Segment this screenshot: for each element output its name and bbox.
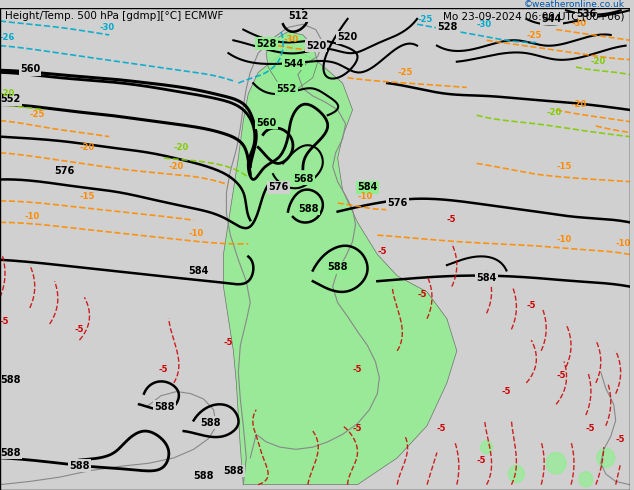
Text: -10: -10 [25,212,40,221]
Text: 588: 588 [298,204,318,214]
Text: -25: -25 [398,68,413,76]
Text: -5: -5 [353,365,362,374]
Text: 544: 544 [283,59,303,69]
Text: 576: 576 [268,182,288,192]
Text: 512: 512 [288,11,308,21]
Text: -30: -30 [283,35,298,45]
Text: -25: -25 [417,15,432,24]
Text: 552: 552 [276,84,296,94]
Text: -15: -15 [79,192,95,201]
Text: 520: 520 [338,32,358,42]
Text: -5: -5 [223,339,233,347]
Text: -5: -5 [417,290,427,299]
Text: 576: 576 [55,166,75,176]
Text: 584: 584 [477,273,497,283]
Text: -5: -5 [477,456,486,465]
Circle shape [508,466,524,483]
Circle shape [597,448,615,467]
Text: 588: 588 [223,466,244,476]
Text: -20: -20 [79,143,94,151]
Text: -20: -20 [546,108,562,117]
Text: -5: -5 [0,317,10,326]
Text: -5: -5 [501,387,511,395]
Polygon shape [266,32,318,89]
Text: 528: 528 [256,39,276,49]
Text: 588: 588 [154,402,174,412]
Text: 568: 568 [293,173,313,184]
Text: 588: 588 [0,448,20,458]
Text: 588: 588 [193,471,214,481]
Text: 584: 584 [189,266,209,276]
Text: 552: 552 [0,95,20,104]
Text: -30: -30 [100,23,114,31]
Text: -20: -20 [0,89,15,98]
Text: -5: -5 [377,247,387,256]
Text: -5: -5 [526,301,536,310]
Text: 588: 588 [70,461,90,470]
Text: -5: -5 [447,215,456,224]
Text: -5: -5 [353,424,362,433]
Text: -5: -5 [616,435,625,444]
Circle shape [546,453,566,474]
Text: -25: -25 [30,110,45,120]
Text: -25: -25 [526,31,541,40]
Circle shape [579,472,593,487]
Text: -5: -5 [556,370,566,380]
Text: 576: 576 [387,198,408,208]
Text: -15: -15 [556,162,571,171]
Polygon shape [223,51,457,485]
Text: 544: 544 [541,14,562,24]
Text: 588: 588 [200,418,221,428]
Text: -5: -5 [586,424,595,433]
Text: -20: -20 [169,162,184,171]
Text: -10: -10 [189,229,204,238]
Text: 520: 520 [306,41,326,51]
Text: 584: 584 [358,182,378,192]
Text: Height/Temp. 500 hPa [gdmp][°C] ECMWF: Height/Temp. 500 hPa [gdmp][°C] ECMWF [5,11,223,21]
Text: -20: -20 [571,99,586,109]
Text: -10: -10 [556,235,571,244]
Text: 560: 560 [256,118,276,128]
Text: 588: 588 [328,263,348,272]
Text: 536: 536 [576,9,596,19]
Text: 588: 588 [0,375,20,385]
Text: 560: 560 [20,64,40,74]
Text: -30: -30 [477,21,492,29]
Text: -20: -20 [591,57,606,66]
Text: -30: -30 [571,20,586,28]
Text: -5: -5 [437,424,446,433]
Text: -20: -20 [174,143,189,151]
Text: ©weatheronline.co.uk: ©weatheronline.co.uk [524,0,624,9]
Text: -5: -5 [159,365,169,374]
Text: -10: -10 [358,192,373,201]
Text: 528: 528 [437,22,457,31]
Text: Mo 23-09-2024 06:00 UTC (00+06): Mo 23-09-2024 06:00 UTC (00+06) [443,11,624,21]
Circle shape [481,441,493,454]
Text: -5: -5 [74,324,84,334]
Text: -26: -26 [0,33,15,42]
Text: -10: -10 [616,239,631,248]
